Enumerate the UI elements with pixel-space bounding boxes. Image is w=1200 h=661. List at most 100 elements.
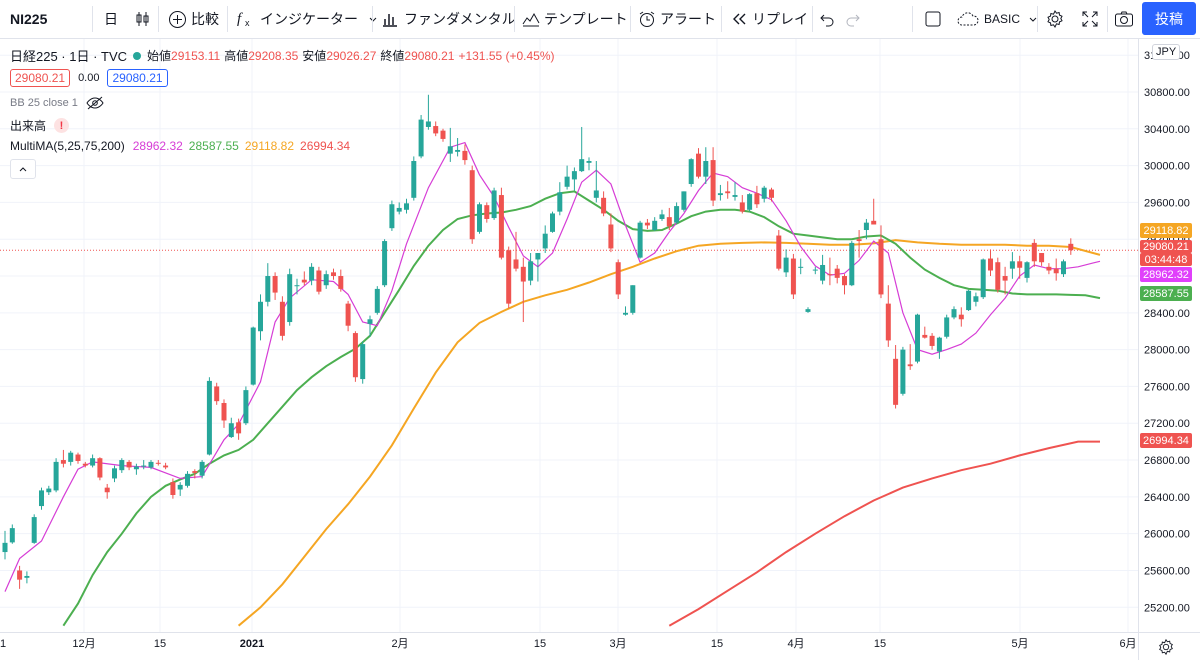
- candle-body: [827, 274, 833, 276]
- candle-body: [345, 303, 351, 326]
- bb-indicator-row[interactable]: BB 25 close 1: [10, 96, 104, 110]
- candle-body: [652, 220, 658, 231]
- camera-icon[interactable]: [1114, 0, 1134, 38]
- volume-label: 出来高: [10, 119, 47, 133]
- candle-body: [265, 276, 271, 302]
- open-label: 始値: [147, 49, 172, 63]
- candle-body: [630, 285, 636, 313]
- candle-body: [316, 270, 322, 292]
- candle-body: [725, 191, 731, 194]
- candle-body: [440, 130, 446, 139]
- candle-body: [163, 465, 169, 468]
- template-icon: [522, 12, 540, 27]
- candle-body: [878, 239, 884, 295]
- price-tick-label: 27600.00: [1144, 381, 1190, 393]
- candle-body: [389, 204, 395, 229]
- candle-body: [593, 190, 599, 198]
- currency-badge[interactable]: JPY: [1152, 44, 1181, 60]
- price-chart[interactable]: 31200.0030800.0030400.0030000.0029600.00…: [0, 39, 1200, 660]
- candle-body: [53, 461, 59, 491]
- compare-button[interactable]: 比較: [168, 0, 219, 38]
- candle-body: [352, 333, 358, 378]
- candle-body: [214, 386, 220, 402]
- volume-indicator-row[interactable]: 出来高 !: [10, 117, 70, 134]
- candle-body: [491, 190, 497, 219]
- undo-icon[interactable]: [819, 0, 835, 38]
- eye-off-icon[interactable]: [86, 96, 104, 110]
- candle-body: [644, 222, 650, 226]
- price-tick-label: 30800.00: [1144, 87, 1190, 99]
- price-tick-label: 26400.00: [1144, 492, 1190, 504]
- candle-body: [75, 454, 81, 461]
- ma5-value: 28962.32: [132, 139, 183, 153]
- redo-icon[interactable]: [845, 0, 861, 38]
- candle-body: [68, 452, 74, 462]
- toolbar-divider: [92, 6, 93, 32]
- ma75-value: 29118.82: [244, 139, 295, 153]
- candle-body: [608, 224, 614, 249]
- candle-body: [60, 460, 66, 464]
- ma5-line: [4, 141, 1101, 592]
- fundamentals-button[interactable]: ファンダメンタル: [381, 0, 516, 38]
- candle-body: [331, 272, 336, 277]
- candle-body: [703, 161, 709, 177]
- candle-body: [126, 461, 132, 468]
- candle-body: [557, 192, 563, 212]
- ask-button[interactable]: 29080.21: [107, 69, 168, 87]
- templates-button[interactable]: テンプレート: [522, 0, 628, 38]
- candle-body: [31, 517, 37, 543]
- toolbar-divider: [812, 6, 813, 32]
- layout-button[interactable]: BASIC: [956, 0, 1038, 38]
- candle-body: [228, 423, 234, 438]
- candle-body: [615, 262, 621, 295]
- toolbar-divider: [227, 6, 228, 32]
- replay-label: リプレイ: [752, 11, 808, 27]
- price-tick-label: 27200.00: [1144, 418, 1190, 430]
- candle-body: [820, 264, 826, 281]
- candle-body: [382, 241, 388, 286]
- candle-body: [338, 276, 344, 289]
- candle-body: [747, 194, 753, 210]
- candle-body: [915, 314, 920, 362]
- gear-icon[interactable]: [1045, 0, 1065, 38]
- candle-body: [360, 344, 366, 380]
- interval-button[interactable]: 日: [104, 0, 118, 38]
- symbol-search[interactable]: NI225: [10, 0, 47, 38]
- multima-row[interactable]: MultiMA(5,25,75,200) 28962.32 28587.55 2…: [10, 139, 350, 153]
- candle-body: [659, 214, 665, 219]
- square-icon[interactable]: [924, 0, 942, 38]
- ma200-price-badge: 26994.34: [1140, 433, 1192, 448]
- toolbar-divider: [514, 6, 515, 32]
- ma75-price-badge: 29118.82: [1140, 223, 1192, 238]
- time-tick-label: 15: [534, 638, 546, 650]
- candle-body: [1009, 261, 1015, 269]
- candle-body: [258, 301, 263, 332]
- candle-body: [688, 159, 694, 185]
- fullscreen-icon[interactable]: [1081, 0, 1099, 38]
- candle-body: [9, 528, 15, 543]
- price-tick-label: 28000.00: [1144, 345, 1190, 357]
- bid-button[interactable]: 29080.21: [10, 69, 71, 87]
- candle-body: [2, 542, 8, 553]
- candle-style-icon[interactable]: [134, 0, 152, 38]
- candle-body: [542, 233, 548, 249]
- ma200-value: 26994.34: [300, 139, 351, 153]
- candle-body: [177, 484, 183, 490]
- candle-body: [39, 490, 44, 507]
- candle-body: [535, 253, 541, 260]
- collapse-legend-button[interactable]: [10, 159, 36, 179]
- toolbar-divider: [1107, 6, 1108, 32]
- gear-icon[interactable]: [1157, 638, 1175, 661]
- warning-icon[interactable]: !: [54, 118, 70, 133]
- candle-body: [82, 463, 88, 466]
- candle-body: [790, 258, 796, 295]
- price-tick-label: 26800.00: [1144, 455, 1190, 467]
- candle-body: [170, 482, 176, 496]
- candle-body: [206, 380, 212, 455]
- candle-body: [97, 458, 103, 478]
- candle-body: [842, 276, 847, 286]
- alert-button[interactable]: アラート: [638, 0, 716, 38]
- replay-button[interactable]: リプレイ: [730, 0, 808, 38]
- post-button[interactable]: 投稿: [1142, 2, 1196, 35]
